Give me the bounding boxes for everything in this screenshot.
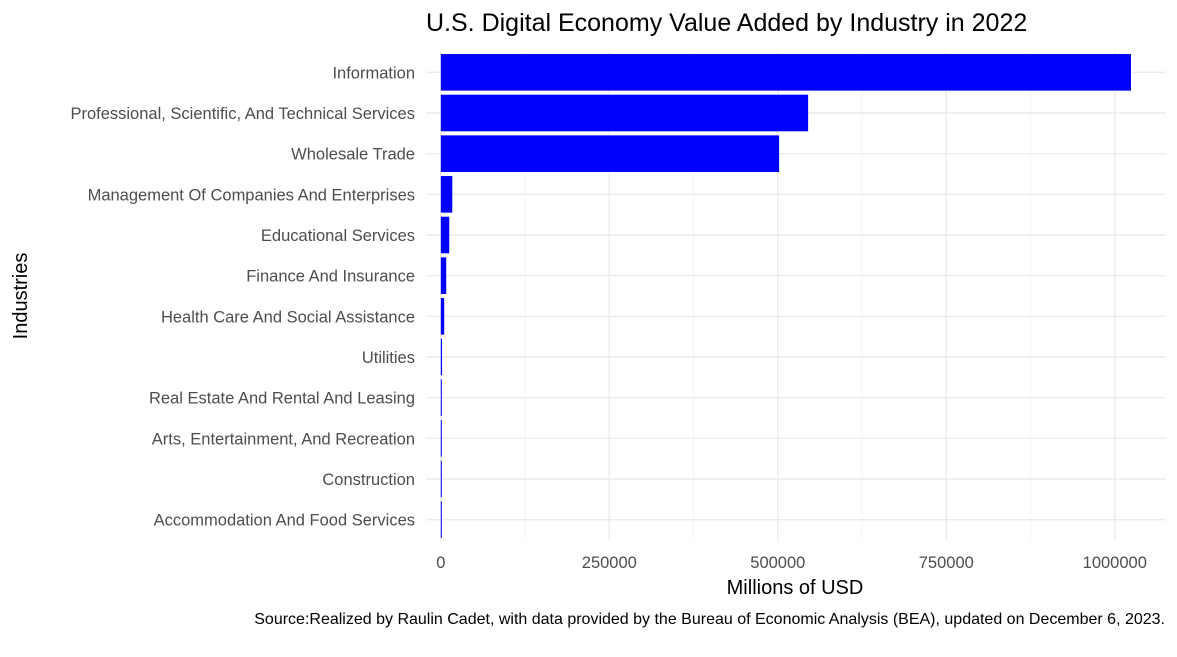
bar <box>440 135 780 172</box>
chart-caption: Source:Realized by Raulin Cadet, with da… <box>254 611 1165 628</box>
category-label: Information <box>332 64 415 82</box>
x-tick-label: 0 <box>436 554 445 572</box>
bar <box>440 94 809 132</box>
x-tick-label: 250000 <box>582 554 637 572</box>
category-label: Management Of Companies And Enterprises <box>88 186 415 204</box>
category-label: Finance And Insurance <box>246 268 415 286</box>
category-label: Construction <box>322 471 415 489</box>
category-label: Utilities <box>362 349 415 367</box>
x-tick-label: 500000 <box>750 554 805 572</box>
category-label: Health Care And Social Assistance <box>161 308 415 326</box>
y-axis-title: Industries <box>10 253 32 340</box>
chart-title: U.S. Digital Economy Value Added by Indu… <box>426 9 1027 37</box>
bar <box>440 298 445 335</box>
bar <box>440 460 442 498</box>
bars <box>440 54 1131 538</box>
bar <box>440 501 442 538</box>
x-axis-title: Millions of USD <box>727 577 864 599</box>
category-label: Arts, Entertainment, And Recreation <box>152 430 415 448</box>
bar <box>440 257 447 294</box>
category-label: Accommodation And Food Services <box>154 512 415 530</box>
bar <box>440 216 450 254</box>
bar <box>440 338 443 376</box>
bar <box>440 379 442 416</box>
x-tick-label: 750000 <box>919 554 974 572</box>
bar <box>440 54 1131 91</box>
x-tick-label: 1000000 <box>1083 554 1147 572</box>
category-labels: Information Professional, Scientific, And… <box>70 64 415 529</box>
category-label: Professional, Scientific, And Technical … <box>70 105 415 123</box>
bar <box>440 176 453 213</box>
category-label: Educational Services <box>261 227 415 245</box>
category-label: Real Estate And Rental And Leasing <box>149 390 415 408</box>
x-tick-labels: 0 250000 500000 750000 1000000 <box>436 554 1147 572</box>
bar <box>440 420 442 457</box>
category-label: Wholesale Trade <box>291 146 415 164</box>
